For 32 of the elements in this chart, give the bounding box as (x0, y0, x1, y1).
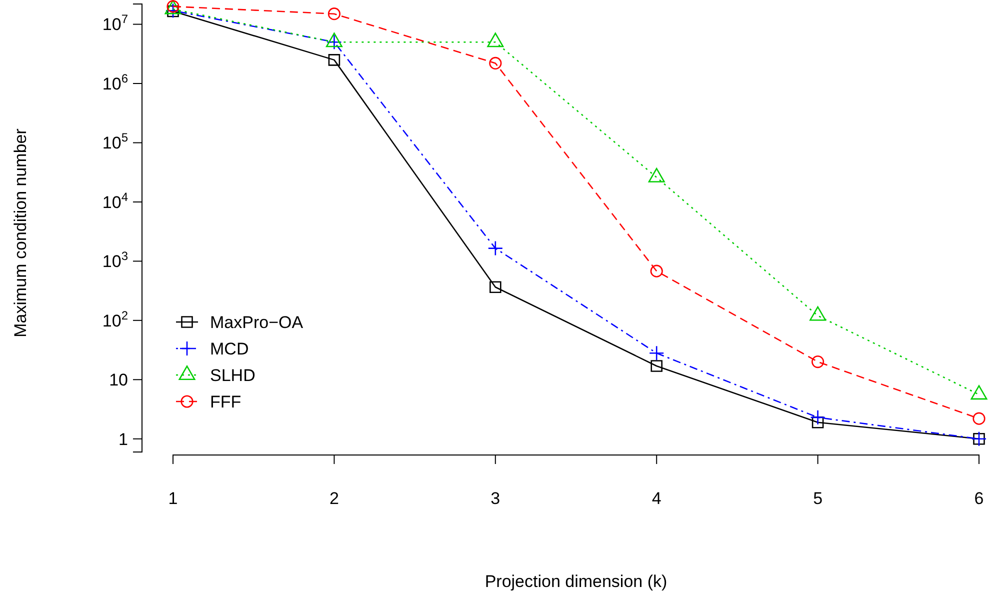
y-tick-label: 10$^{7}$ (102, 12, 128, 34)
point (972, 412, 986, 425)
y-tick-label: 10$^{2}$ (102, 308, 128, 330)
point (812, 416, 824, 428)
point (810, 410, 826, 426)
legend-label: FFF (210, 392, 242, 412)
point (812, 356, 824, 368)
x-axis-title: Projection dimension (k) (484, 572, 668, 591)
y-tick-label: 10$^{6}$ (102, 71, 128, 94)
x-tick-label: 3 (490, 489, 500, 508)
x-tick-label: 2 (329, 489, 339, 508)
point (489, 56, 502, 70)
x-tick-label: 6 (974, 489, 984, 508)
x-tick-label: 1 (168, 489, 178, 508)
point (328, 54, 340, 66)
point (650, 264, 663, 278)
y-tick-label: 10 (109, 370, 128, 390)
y-tick-label: 10$^{4}$ (102, 190, 128, 212)
legend-label: MCD (210, 339, 249, 358)
y-tick-label: 10$^{3}$ (102, 249, 128, 272)
y-tick-label: 1 (118, 430, 128, 449)
point (488, 240, 504, 256)
point (650, 360, 662, 372)
x-tick-label: 5 (813, 489, 823, 508)
y-tick-label: 10$^{5}$ (102, 130, 128, 153)
y-axis-title: Maximum condition number (11, 128, 30, 338)
point (648, 346, 664, 361)
point (490, 281, 502, 293)
legend-label: SLHD (210, 366, 256, 385)
legend-label: MaxPro−OA (210, 312, 304, 332)
point (328, 8, 340, 20)
x-tick-label: 4 (652, 489, 662, 508)
